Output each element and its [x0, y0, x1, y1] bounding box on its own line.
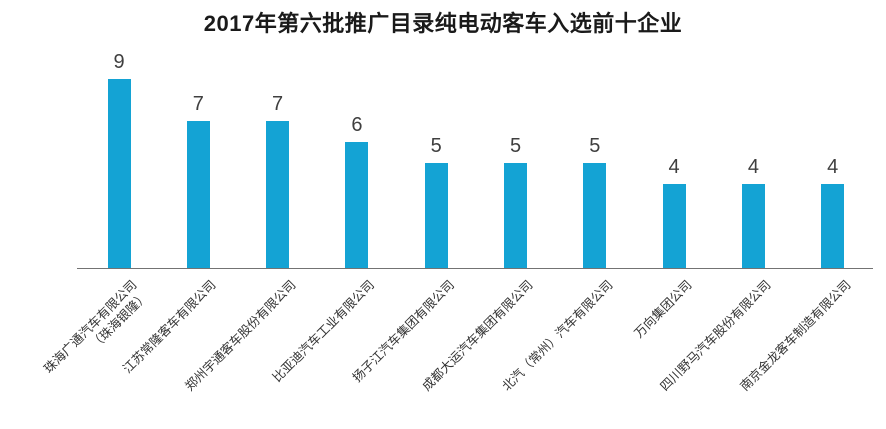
bar-value-label: 7 — [272, 93, 284, 115]
bar — [107, 79, 131, 268]
bar — [186, 121, 210, 268]
x-axis-line — [77, 268, 873, 269]
bar-value-label: 4 — [747, 156, 759, 178]
bar-value-label: 4 — [668, 156, 680, 178]
bar-value-label: 5 — [430, 135, 442, 157]
bar — [662, 184, 686, 268]
bar — [741, 184, 765, 268]
bar-value-label: 9 — [113, 51, 125, 73]
chart-title: 2017年第六批推广目录纯电动客车入选前十企业 — [203, 11, 683, 36]
bar — [266, 121, 290, 268]
bar — [424, 163, 448, 268]
bar — [345, 142, 369, 268]
bar — [583, 163, 607, 268]
x-axis-label: 万向集团公司 — [631, 277, 695, 341]
bar-value-label: 5 — [589, 135, 601, 157]
bar-value-label: 4 — [827, 156, 839, 178]
bar — [504, 163, 527, 268]
bar-value-label: 6 — [351, 114, 363, 136]
bar — [821, 184, 845, 268]
bar-value-label: 7 — [192, 93, 204, 115]
bar-value-label: 5 — [509, 135, 522, 157]
